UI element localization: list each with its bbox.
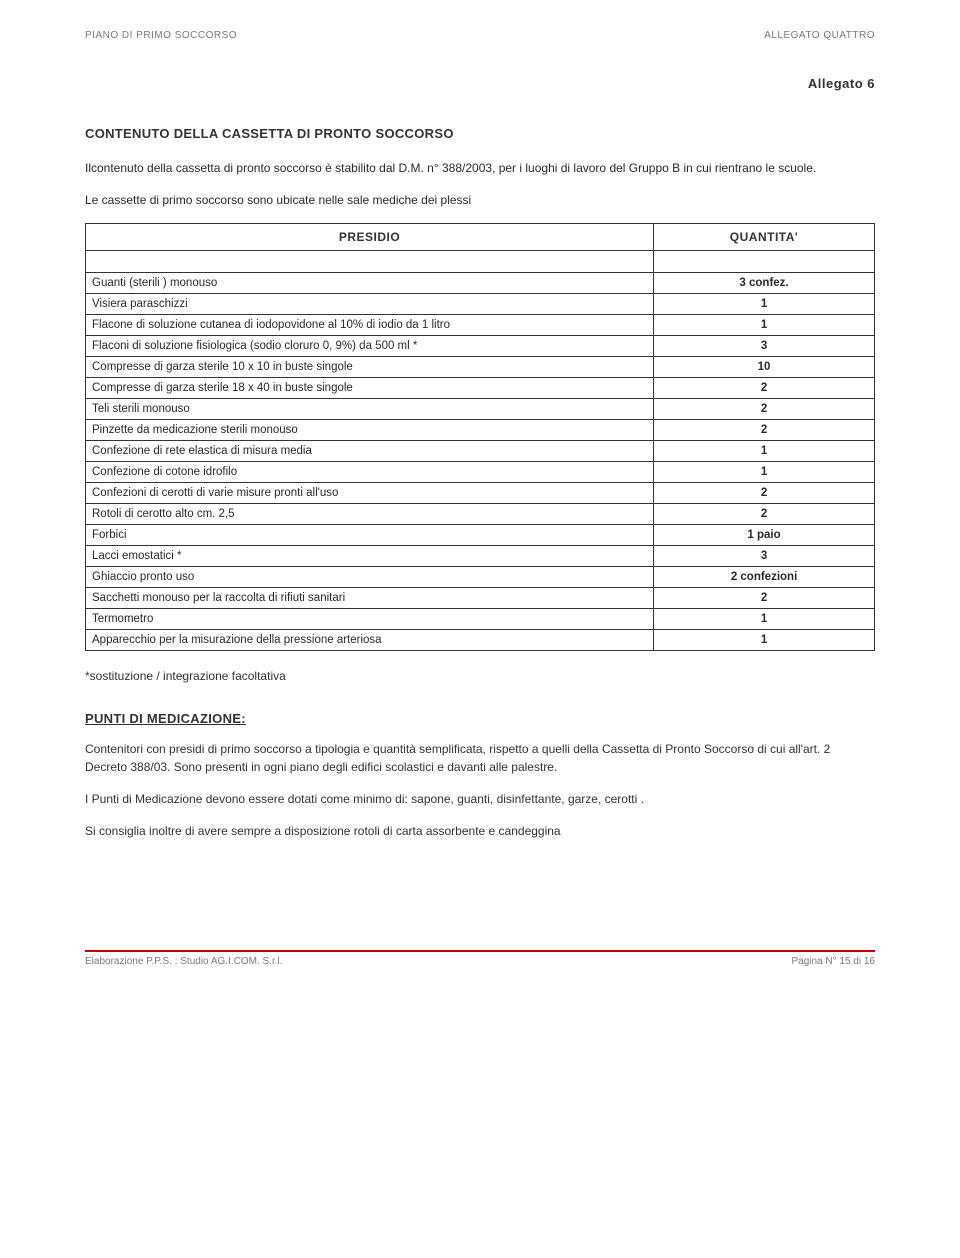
presidio-cell: Ghiaccio pronto uso — [86, 567, 654, 588]
footer-right: Pagina N° 15 di 16 — [791, 956, 875, 967]
table-row: Sacchetti monouso per la raccolta di rif… — [86, 588, 875, 609]
body-paragraph-3: Si consiglia inoltre di avere sempre a d… — [85, 822, 875, 840]
table-row: Lacci emostatici *3 — [86, 546, 875, 567]
presidio-cell: Lacci emostatici * — [86, 546, 654, 567]
header-left: PIANO DI PRIMO SOCCORSO — [85, 30, 237, 41]
table-row: Apparecchio per la misurazione della pre… — [86, 630, 875, 651]
quantita-cell: 1 — [654, 315, 875, 336]
quantita-cell: 1 — [654, 462, 875, 483]
presidio-cell: Confezione di cotone idrofilo — [86, 462, 654, 483]
presidio-cell: Flacone di soluzione cutanea di iodopovi… — [86, 315, 654, 336]
table-row: Ghiaccio pronto uso2 confezioni — [86, 567, 875, 588]
main-title: CONTENUTO DELLA CASSETTA DI PRONTO SOCCO… — [85, 126, 875, 141]
presidio-cell: Confezioni di cerotti di varie misure pr… — [86, 483, 654, 504]
spacer-cell — [654, 251, 875, 273]
table-row: Flaconi di soluzione fisiologica (sodio … — [86, 336, 875, 357]
presidio-cell: Apparecchio per la misurazione della pre… — [86, 630, 654, 651]
intro-paragraph-1: Ilcontenuto della cassetta di pronto soc… — [85, 159, 875, 177]
table-row: Confezioni di cerotti di varie misure pr… — [86, 483, 875, 504]
quantita-cell: 2 confezioni — [654, 567, 875, 588]
presidio-table: PRESIDIO QUANTITA' Guanti (sterili ) mon… — [85, 223, 875, 651]
table-row: Compresse di garza sterile 18 x 40 in bu… — [86, 378, 875, 399]
presidio-cell: Confezione di rete elastica di misura me… — [86, 441, 654, 462]
col-header-presidio: PRESIDIO — [86, 224, 654, 251]
quantita-cell: 1 — [654, 609, 875, 630]
presidio-cell: Forbici — [86, 525, 654, 546]
quantita-cell: 10 — [654, 357, 875, 378]
quantita-cell: 2 — [654, 504, 875, 525]
table-row: Pinzette da medicazione sterili monouso2 — [86, 420, 875, 441]
footer-left: Elaborazione P.P.S. : Studio AG.I.COM. S… — [85, 956, 283, 967]
quantita-cell: 2 — [654, 483, 875, 504]
page-header: PIANO DI PRIMO SOCCORSO ALLEGATO QUATTRO — [85, 30, 875, 41]
quantita-cell: 2 — [654, 378, 875, 399]
presidio-cell: Teli sterili monouso — [86, 399, 654, 420]
table-row: Flacone di soluzione cutanea di iodopovi… — [86, 315, 875, 336]
allegato-label: Allegato 6 — [85, 76, 875, 91]
table-row: Confezione di rete elastica di misura me… — [86, 441, 875, 462]
table-row: Visiera paraschizzi1 — [86, 294, 875, 315]
header-right: ALLEGATO QUATTRO — [764, 30, 875, 41]
table-row: Rotoli di cerotto alto cm. 2,52 — [86, 504, 875, 525]
col-header-quantita: QUANTITA' — [654, 224, 875, 251]
table-row: Termometro1 — [86, 609, 875, 630]
presidio-cell: Rotoli di cerotto alto cm. 2,5 — [86, 504, 654, 525]
table-row: Guanti (sterili ) monouso3 confez. — [86, 273, 875, 294]
quantita-cell: 2 — [654, 420, 875, 441]
presidio-cell: Flaconi di soluzione fisiologica (sodio … — [86, 336, 654, 357]
presidio-cell: Pinzette da medicazione sterili monouso — [86, 420, 654, 441]
presidio-cell: Sacchetti monouso per la raccolta di rif… — [86, 588, 654, 609]
body-paragraph-1: Contenitori con presidi di primo soccors… — [85, 740, 875, 776]
quantita-cell: 2 — [654, 399, 875, 420]
section-heading: PUNTI DI MEDICAZIONE: — [85, 711, 875, 726]
table-row: Teli sterili monouso2 — [86, 399, 875, 420]
quantita-cell: 3 — [654, 546, 875, 567]
quantita-cell: 3 confez. — [654, 273, 875, 294]
table-footnote: *sostituzione / integrazione facoltativa — [85, 669, 875, 683]
table-row: Confezione di cotone idrofilo1 — [86, 462, 875, 483]
quantita-cell: 1 paio — [654, 525, 875, 546]
presidio-cell: Guanti (sterili ) monouso — [86, 273, 654, 294]
page-footer: Elaborazione P.P.S. : Studio AG.I.COM. S… — [85, 950, 875, 967]
table-spacer-row — [86, 251, 875, 273]
quantita-cell: 3 — [654, 336, 875, 357]
intro-paragraph-2: Le cassette di primo soccorso sono ubica… — [85, 191, 875, 209]
presidio-cell: Visiera paraschizzi — [86, 294, 654, 315]
presidio-cell: Compresse di garza sterile 18 x 40 in bu… — [86, 378, 654, 399]
table-row: Forbici1 paio — [86, 525, 875, 546]
quantita-cell: 1 — [654, 294, 875, 315]
quantita-cell: 2 — [654, 588, 875, 609]
presidio-cell: Termometro — [86, 609, 654, 630]
spacer-cell — [86, 251, 654, 273]
table-row: Compresse di garza sterile 10 x 10 in bu… — [86, 357, 875, 378]
presidio-cell: Compresse di garza sterile 10 x 10 in bu… — [86, 357, 654, 378]
table-header-row: PRESIDIO QUANTITA' — [86, 224, 875, 251]
quantita-cell: 1 — [654, 441, 875, 462]
quantita-cell: 1 — [654, 630, 875, 651]
body-paragraph-2: I Punti di Medicazione devono essere dot… — [85, 790, 875, 808]
